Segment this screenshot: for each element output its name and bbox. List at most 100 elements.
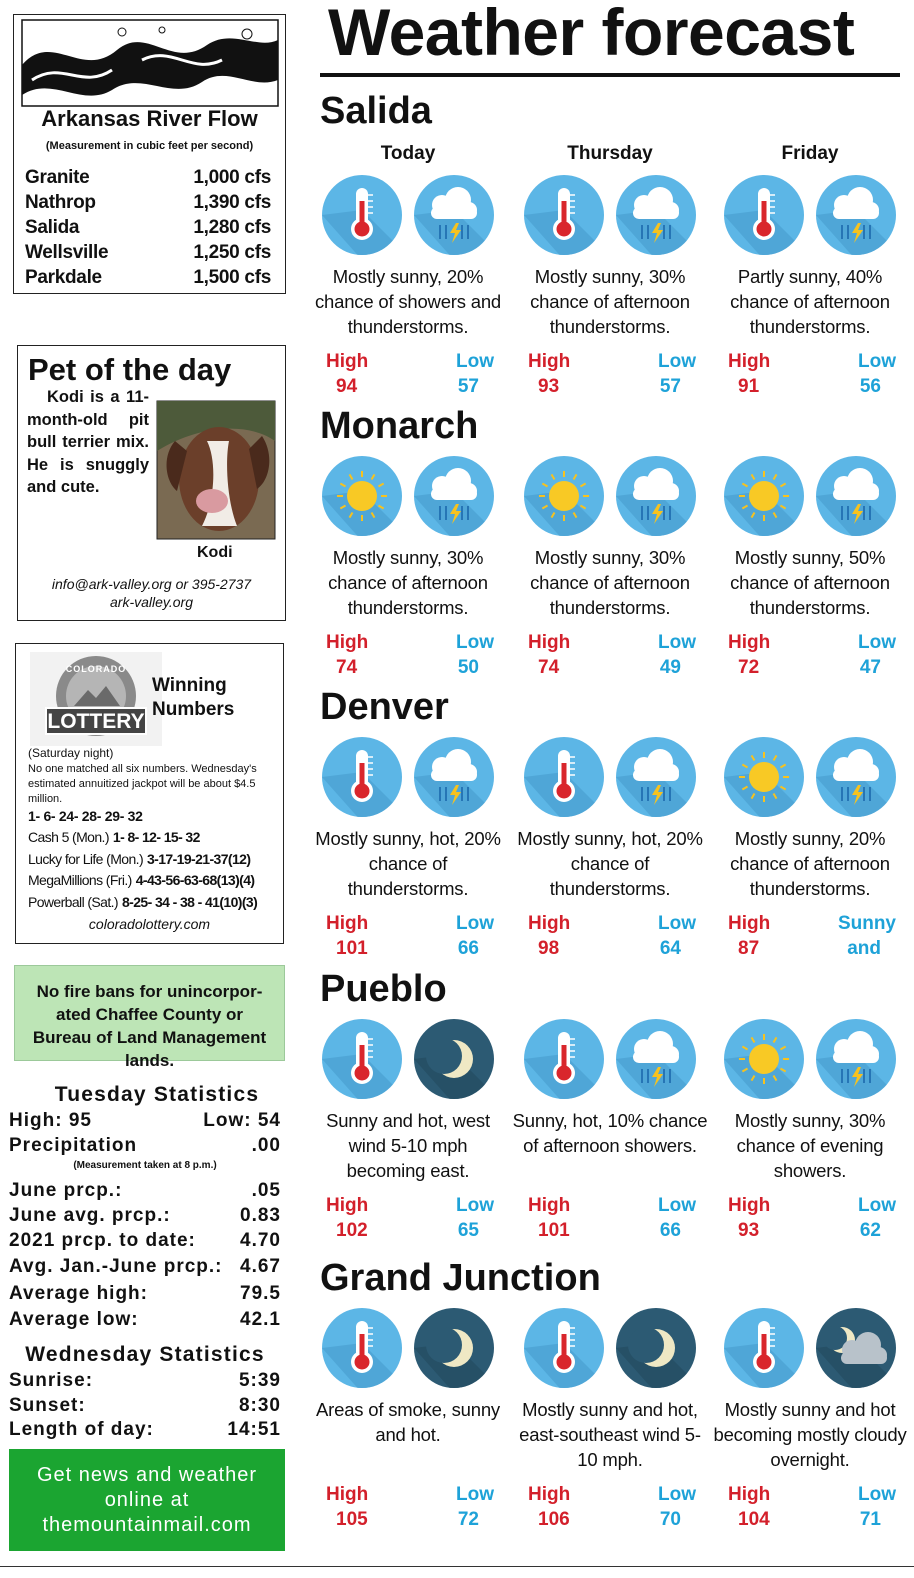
- forecast-text: Mostly sunny, hot, 20% chance of thunder…: [517, 828, 703, 899]
- thermo-red: [556, 221, 572, 237]
- bolt: [852, 504, 863, 524]
- wednesday-title: Wednesday Statistics: [25, 1343, 265, 1366]
- thermo-mercury: [359, 201, 365, 229]
- sun-ray: [541, 504, 549, 510]
- river-flow-value: 1,000 cfs: [193, 167, 271, 188]
- river-flow-value: 1,390 cfs: [193, 192, 271, 213]
- weather-icon: [414, 456, 494, 536]
- stat-label: Sunset:: [9, 1394, 86, 1416]
- lottery-game: Cash 5 (Mon.): [28, 829, 110, 845]
- low-label: Low: [658, 913, 696, 934]
- stat-label: Precipitation: [9, 1135, 138, 1156]
- bolt: [652, 223, 663, 243]
- weather-icon: [524, 1019, 604, 1099]
- thermo-mercury: [761, 201, 767, 229]
- stat-value: 8:30: [238, 1394, 281, 1416]
- icon-group: [322, 737, 402, 817]
- forecast-text: Mostly sunny and hot becoming mostly clo…: [713, 1399, 907, 1470]
- thermo-mercury: [359, 1334, 365, 1362]
- forecast-text: Mostly sunny, 50% chance of afternoon th…: [730, 547, 890, 618]
- lottery-text: No one matched all six numbers. Wednesda…: [28, 763, 257, 805]
- sun-ray: [377, 482, 385, 488]
- tuesday-title: Tuesday Statistics: [54, 1083, 260, 1106]
- weather-icon: [322, 175, 402, 255]
- icon-group: [414, 1308, 494, 1388]
- sun-ray: [750, 1036, 756, 1044]
- bubble: [117, 27, 127, 37]
- weather-icon: [524, 737, 604, 817]
- icon-group: [414, 175, 494, 255]
- promo: Get news and weather online at themounta…: [9, 1449, 285, 1551]
- day-header: Friday: [781, 143, 839, 164]
- low-value: 56: [859, 376, 881, 397]
- sun-disc: [749, 762, 779, 792]
- bolt: [852, 785, 863, 805]
- high-value: 101: [336, 938, 368, 959]
- thermo-red: [756, 1354, 772, 1370]
- high-label: High: [326, 913, 369, 934]
- bolt: [652, 785, 663, 805]
- pet-website: ark-valley.org: [110, 594, 193, 610]
- thermo-mercury: [561, 1334, 567, 1362]
- low-value: 70: [659, 1509, 681, 1530]
- high-label: High: [728, 632, 771, 653]
- icon-group: [524, 1308, 604, 1388]
- icon-group: [724, 175, 804, 255]
- cloud-part: [633, 1051, 679, 1063]
- icon-group: [616, 175, 696, 255]
- icon-group: [524, 175, 604, 255]
- moon-cut: [426, 1038, 462, 1074]
- forecast-text: Mostly sunny, 20% chance of showers and …: [314, 266, 502, 337]
- city-name: Monarch: [320, 405, 479, 447]
- sun-disc: [749, 481, 779, 511]
- icon-group: [322, 1308, 402, 1388]
- forecast-text: Mostly sunny, 30% chance of afternoon th…: [530, 266, 690, 337]
- forecast-text: Areas of smoke, sunny and hot.: [316, 1399, 500, 1445]
- high-label: High: [528, 632, 571, 653]
- cloud-part: [833, 207, 879, 219]
- river-gauge: Wellsville: [25, 242, 109, 263]
- stat-label: 2021 prcp. to date:: [9, 1230, 196, 1251]
- high-label: High: [728, 1195, 771, 1216]
- lottery-box: [15, 643, 284, 944]
- low-value: 66: [659, 1220, 681, 1241]
- sun-ray: [750, 1074, 756, 1082]
- low-value: 62: [859, 1220, 881, 1241]
- forecast-text: Sunny, hot, 10% chance of afternoon show…: [512, 1110, 708, 1156]
- low-value: and: [847, 938, 881, 959]
- stat-label: June avg. prcp.:: [9, 1205, 171, 1226]
- low-label: Low: [658, 1484, 696, 1505]
- lottery-website: coloradolottery.com: [88, 916, 211, 932]
- weather-icon: [616, 1308, 696, 1388]
- sun-disc: [749, 1044, 779, 1074]
- low-label: Low: [858, 1484, 896, 1505]
- city-name: Denver: [320, 686, 449, 728]
- sun-ray: [779, 785, 787, 791]
- pet-photo: [156, 400, 276, 540]
- river-subtitle: (Measurement in cubic feet per second): [45, 140, 254, 152]
- low-label: Low: [858, 632, 896, 653]
- lottery-draw: 4-43-56-63-68(13)(4): [135, 872, 255, 888]
- sun-ray: [579, 504, 587, 510]
- low-label: Low: [456, 913, 494, 934]
- low-label: Low: [658, 632, 696, 653]
- sun-disc: [347, 481, 377, 511]
- weather-icon: [322, 456, 402, 536]
- river-box: [13, 14, 286, 294]
- sun-ray: [377, 504, 385, 510]
- weather-icon: [322, 1019, 402, 1099]
- icon-group: [816, 1308, 896, 1388]
- icon-group: [816, 456, 896, 536]
- lottery-row: Powerball (Sat.) 8-25- 34 - 38 - 41(10)(3…: [28, 893, 258, 910]
- sun-ray: [772, 754, 778, 762]
- weather-icon: [724, 175, 804, 255]
- cloud-part: [841, 1352, 887, 1364]
- weather-icon: [816, 1019, 896, 1099]
- forecast-text: Mostly sunny, 30% chance of afternoon th…: [328, 547, 488, 618]
- weather-icon: [414, 1019, 494, 1099]
- lottery-draw: 8-25- 34 - 38 - 41(10)(3): [122, 893, 258, 910]
- sun-ray: [772, 1074, 778, 1082]
- icon-group: [816, 1019, 896, 1099]
- logo-mountain: [74, 686, 120, 706]
- pet-text: Kodi is a 11-month-old pit bull terri­er…: [27, 388, 149, 496]
